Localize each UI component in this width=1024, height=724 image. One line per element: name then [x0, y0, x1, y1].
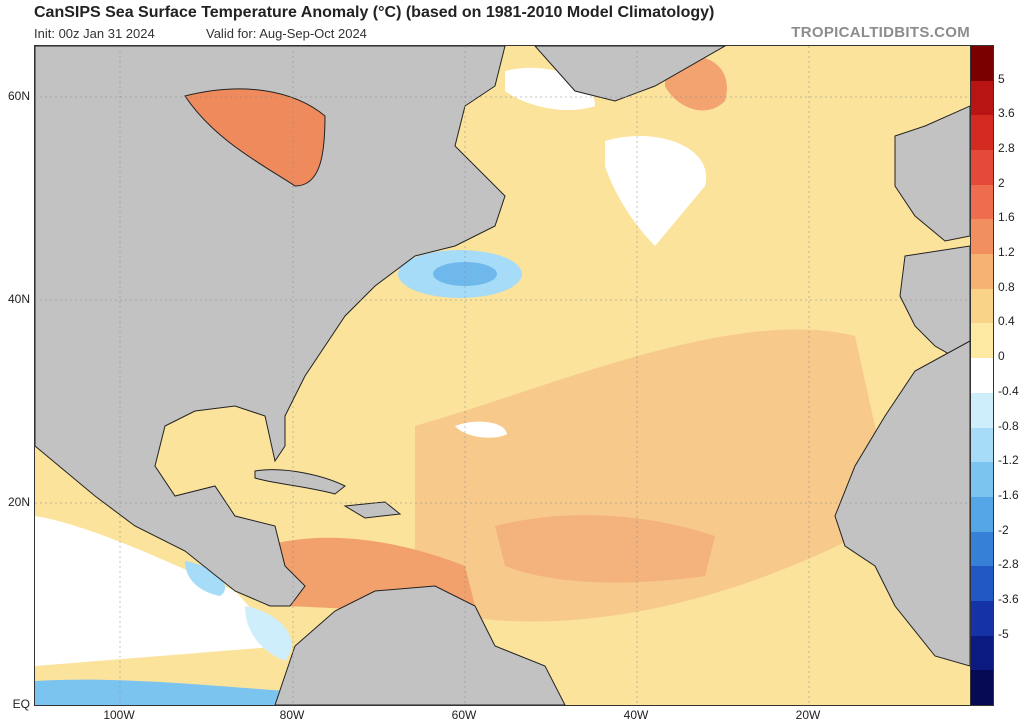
colorbar-swatch	[971, 358, 993, 394]
hispaniola-land	[343, 501, 402, 519]
africa-land	[834, 340, 970, 667]
colorbar-tick-label: -2.8	[998, 557, 1019, 572]
colorbar-tick-label: -2	[998, 522, 1009, 537]
lat-label-40n: 40N	[7, 292, 30, 306]
colorbar-tick-label: 1.2	[998, 245, 1015, 260]
colorbar-swatch	[971, 219, 993, 255]
lon-label-40w: 40W	[623, 708, 649, 722]
valid-period: Valid for: Aug-Sep-Oct 2024	[206, 26, 367, 41]
colorbar-swatch	[971, 670, 993, 706]
colorbar	[970, 45, 994, 706]
colorbar-tick-label: 2	[998, 175, 1005, 190]
colorbar-tick-label: 2.8	[998, 141, 1015, 156]
colorbar-swatch	[971, 80, 993, 116]
colorbar-swatch	[971, 496, 993, 533]
cuba-land	[254, 469, 346, 495]
colorbar-swatch	[971, 427, 993, 463]
colorbar-tick-label: 0	[998, 349, 1005, 364]
panama-cool-anomaly	[245, 606, 292, 661]
colorbar-tick-label: 1.6	[998, 210, 1015, 225]
colorbar-swatch	[971, 150, 993, 186]
colorbar-tick-label: -5	[998, 626, 1009, 641]
colorbar-swatch	[971, 288, 993, 324]
greenland-land	[534, 46, 727, 102]
british-isles-europe-land	[894, 105, 970, 242]
equatorial-pacific-cool-anomaly	[35, 679, 285, 705]
colorbar-swatch	[971, 115, 993, 151]
colorbar-tick-label: 3.6	[998, 106, 1015, 121]
colorbar-tick-label: 0.8	[998, 279, 1015, 294]
chart-title: CanSIPS Sea Surface Temperature Anomaly …	[34, 4, 715, 21]
map-canvas	[35, 46, 970, 705]
lat-label-eq: EQ	[12, 697, 30, 711]
colorbar-tick-label: -0.4	[998, 383, 1019, 398]
colorbar-swatch	[971, 184, 993, 220]
colorbar-tick-label: -3.6	[998, 591, 1019, 606]
colorbar-swatch	[971, 254, 993, 290]
lon-label-60w: 60W	[451, 708, 477, 722]
colorbar-swatch	[971, 392, 993, 428]
colorbar-tick-label: -1.2	[998, 453, 1019, 468]
lat-label-60n: 60N	[7, 89, 30, 103]
iberia-land	[899, 245, 970, 367]
neutral-patch-midlat	[605, 136, 707, 246]
south-america-land	[274, 585, 566, 705]
colorbar-tick-label: -0.8	[998, 418, 1019, 433]
colorbar-swatch	[971, 531, 993, 567]
sst-anomaly-map	[34, 45, 971, 706]
site-watermark[interactable]: TROPICALTIDBITS.COM	[791, 24, 970, 41]
colorbar-swatch	[971, 46, 993, 82]
lon-label-20w: 20W	[795, 708, 821, 722]
map-graticule	[35, 46, 970, 705]
lat-label-20n: 20N	[7, 495, 30, 509]
lon-label-100w: 100W	[103, 708, 135, 722]
gulf-stream-cold-core	[433, 262, 497, 286]
init-time: Init: 00z Jan 31 2024	[34, 26, 155, 41]
colorbar-swatch	[971, 600, 993, 637]
mdr-warm-anomaly	[495, 515, 715, 583]
colorbar-tick-label: 5	[998, 71, 1005, 86]
eastern-pacific-cool-anomaly	[185, 561, 226, 596]
colorbar-tick-label: -1.6	[998, 487, 1019, 502]
colorbar-swatch	[971, 323, 993, 359]
neutral-patch-subtropics	[455, 421, 507, 438]
colorbar-swatch	[971, 462, 993, 498]
colorbar-swatch	[971, 566, 993, 602]
colorbar-tick-label: 0.4	[998, 314, 1015, 329]
eastern-pacific-neutral	[35, 516, 285, 666]
hudson-bay	[184, 88, 326, 187]
lon-label-80w: 80W	[279, 708, 305, 722]
colorbar-swatch	[971, 635, 993, 671]
north-america-land	[35, 46, 506, 607]
